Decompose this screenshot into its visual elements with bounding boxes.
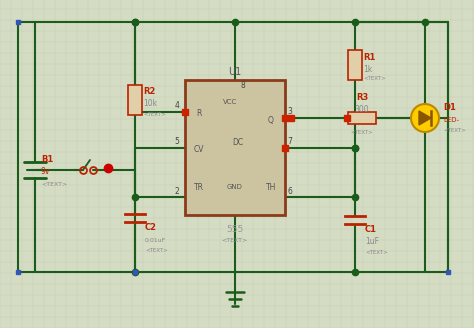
Text: 8: 8: [241, 81, 246, 91]
Text: 555: 555: [227, 226, 244, 235]
Bar: [128, 85, 142, 115]
Text: Q: Q: [268, 115, 274, 125]
Bar: [185, 80, 285, 215]
Text: R3: R3: [356, 93, 368, 102]
Text: C2: C2: [145, 223, 157, 233]
Text: R2: R2: [143, 88, 155, 96]
Text: R1: R1: [363, 52, 375, 62]
Text: 0.01uF: 0.01uF: [145, 237, 166, 242]
Text: C1: C1: [365, 226, 377, 235]
Bar: [348, 112, 376, 124]
Text: 9v: 9v: [41, 168, 50, 176]
Text: <TEXT>: <TEXT>: [143, 112, 166, 116]
Text: DC: DC: [232, 138, 244, 147]
Text: 6: 6: [288, 187, 292, 195]
Text: 5: 5: [174, 137, 180, 147]
Text: 4: 4: [174, 101, 180, 111]
Text: 7: 7: [288, 137, 292, 147]
Text: CV: CV: [194, 146, 204, 154]
Text: LED-: LED-: [443, 117, 459, 123]
Text: TR: TR: [194, 182, 204, 192]
Text: GND: GND: [227, 184, 243, 190]
Text: 3: 3: [288, 108, 292, 116]
Text: B1: B1: [41, 155, 53, 165]
Text: U1: U1: [228, 67, 242, 77]
Bar: [348, 50, 362, 80]
Polygon shape: [419, 111, 431, 125]
Text: <TEXT>: <TEXT>: [443, 128, 466, 133]
Text: <TEXT>: <TEXT>: [41, 181, 67, 187]
Text: R: R: [196, 110, 202, 118]
Text: 1k: 1k: [363, 65, 372, 73]
Text: <TEXT>: <TEXT>: [145, 248, 168, 253]
Text: D1: D1: [443, 104, 456, 113]
Text: 1uF: 1uF: [365, 237, 379, 247]
Text: 2: 2: [174, 187, 179, 195]
Circle shape: [411, 104, 439, 132]
Text: <TEXT>: <TEXT>: [222, 238, 248, 243]
Text: 10k: 10k: [143, 99, 157, 109]
Text: <TEXT>: <TEXT>: [365, 250, 388, 255]
Text: 300: 300: [355, 105, 369, 113]
Text: <TEXT>: <TEXT>: [363, 76, 386, 81]
Text: <TEXT>: <TEXT>: [351, 130, 374, 134]
Text: VCC: VCC: [223, 99, 237, 105]
Text: TH: TH: [266, 182, 276, 192]
